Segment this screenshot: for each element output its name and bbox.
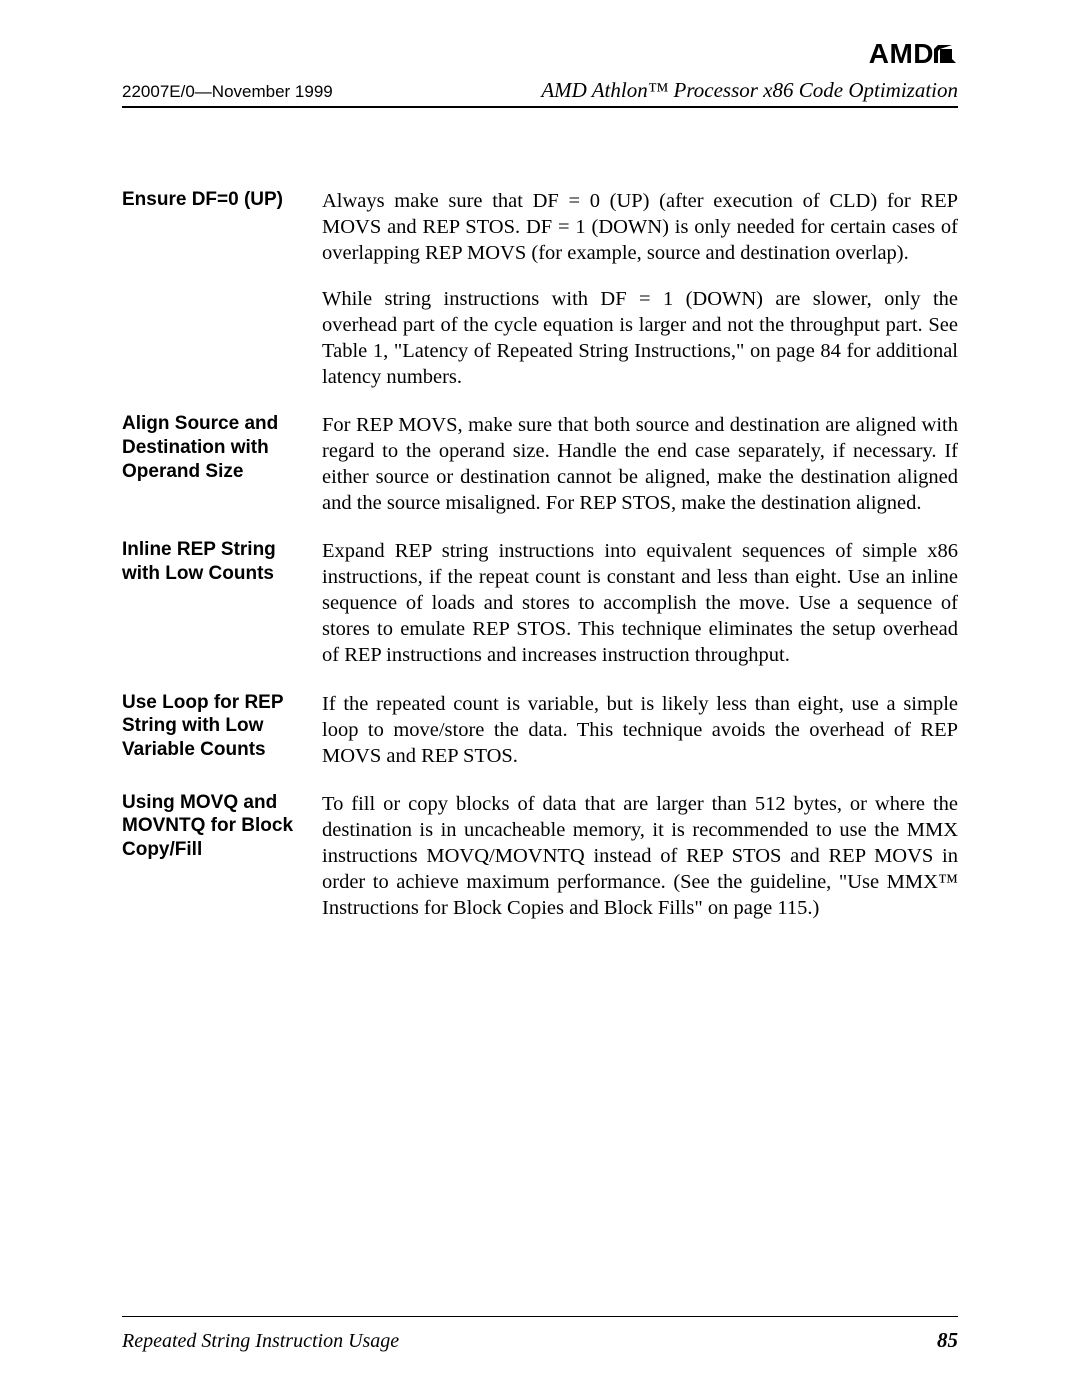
section-movq-movntq: Using MOVQ and MOVNTQ for Block Copy/Fil… [122,791,958,921]
paragraph: Expand REP string instructions into equi… [322,538,958,668]
section-body: For REP MOVS, make sure that both source… [322,412,958,516]
section-ensure-df0: Ensure DF=0 (UP) Always make sure that D… [122,188,958,390]
section-use-loop: Use Loop for REP String with Low Variabl… [122,691,958,769]
section-heading: Use Loop for REP String with Low Variabl… [122,691,322,769]
section-heading: Inline REP String with Low Counts [122,538,322,668]
paragraph: For REP MOVS, make sure that both source… [322,412,958,516]
header-rule [122,106,958,108]
section-align-source: Align Source and Destination with Operan… [122,412,958,516]
document-page: AMD 22007E/0—November 1999 AMD Athlon™ P… [0,0,1080,1397]
doc-title: AMD Athlon™ Processor x86 Code Optimizat… [541,78,958,103]
section-body: Always make sure that DF = 0 (UP) (after… [322,188,958,390]
section-inline-rep: Inline REP String with Low Counts Expand… [122,538,958,668]
page-content: Ensure DF=0 (UP) Always make sure that D… [122,188,958,943]
footer-section-title: Repeated String Instruction Usage [122,1330,399,1353]
amd-logo: AMD [869,38,958,70]
paragraph: To fill or copy blocks of data that are … [322,791,958,921]
logo-text: AMD [869,38,934,69]
footer-rule [122,1316,958,1318]
paragraph: While string instructions with DF = 1 (D… [322,286,958,390]
section-heading: Using MOVQ and MOVNTQ for Block Copy/Fil… [122,791,322,921]
doc-revision: 22007E/0—November 1999 [122,82,333,102]
section-heading: Align Source and Destination with Operan… [122,412,322,516]
page-header: 22007E/0—November 1999 AMD Athlon™ Proce… [122,78,958,103]
page-number: 85 [937,1328,958,1353]
page-footer: Repeated String Instruction Usage 85 [122,1328,958,1353]
paragraph: Always make sure that DF = 0 (UP) (after… [322,188,958,266]
section-body: Expand REP string instructions into equi… [322,538,958,668]
paragraph: If the repeated count is variable, but i… [322,691,958,769]
section-body: To fill or copy blocks of data that are … [322,791,958,921]
section-body: If the repeated count is variable, but i… [322,691,958,769]
section-heading: Ensure DF=0 (UP) [122,188,322,390]
